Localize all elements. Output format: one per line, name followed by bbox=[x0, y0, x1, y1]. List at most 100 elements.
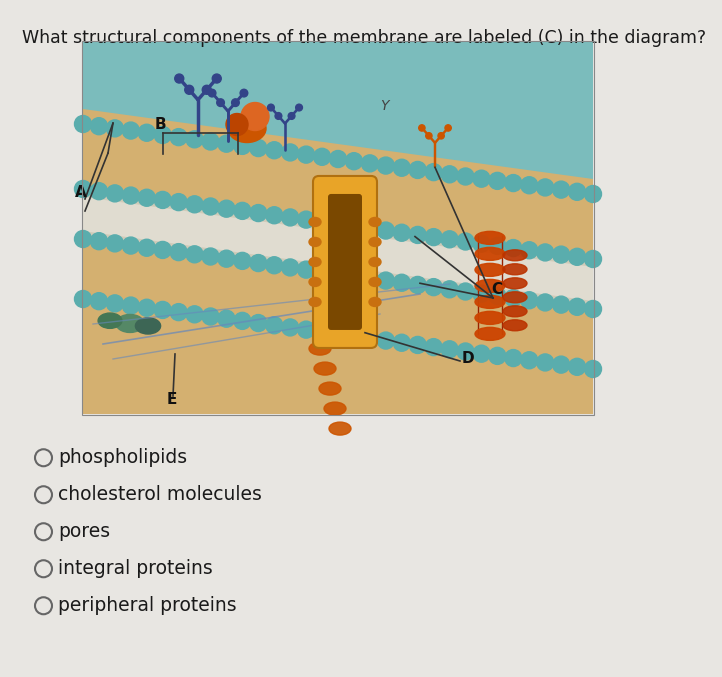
Ellipse shape bbox=[309, 238, 321, 246]
Ellipse shape bbox=[369, 297, 381, 307]
Circle shape bbox=[234, 253, 251, 269]
Circle shape bbox=[473, 285, 490, 302]
Circle shape bbox=[250, 139, 267, 156]
Circle shape bbox=[425, 338, 442, 355]
Circle shape bbox=[296, 104, 303, 111]
Circle shape bbox=[155, 242, 171, 259]
Text: pores: pores bbox=[58, 522, 110, 541]
Text: What structural components of the membrane are labeled (C) in the diagram?: What structural components of the membra… bbox=[22, 29, 706, 47]
Text: E: E bbox=[167, 392, 178, 407]
Circle shape bbox=[585, 360, 601, 378]
Circle shape bbox=[521, 242, 538, 259]
Circle shape bbox=[297, 261, 315, 278]
Ellipse shape bbox=[475, 232, 505, 244]
Circle shape bbox=[282, 259, 299, 276]
Circle shape bbox=[409, 226, 426, 244]
Circle shape bbox=[234, 137, 251, 154]
Circle shape bbox=[138, 299, 155, 316]
Circle shape bbox=[90, 118, 108, 135]
Circle shape bbox=[282, 144, 299, 161]
Circle shape bbox=[202, 308, 219, 325]
Circle shape bbox=[288, 112, 295, 119]
Circle shape bbox=[329, 265, 347, 282]
Circle shape bbox=[568, 358, 586, 375]
Circle shape bbox=[282, 319, 299, 336]
Circle shape bbox=[345, 153, 362, 170]
Circle shape bbox=[250, 315, 267, 332]
Circle shape bbox=[122, 297, 139, 314]
Circle shape bbox=[425, 279, 442, 296]
Ellipse shape bbox=[98, 313, 122, 328]
Circle shape bbox=[202, 198, 219, 215]
Circle shape bbox=[393, 159, 410, 176]
Circle shape bbox=[473, 235, 490, 253]
Ellipse shape bbox=[309, 342, 331, 355]
Circle shape bbox=[329, 215, 347, 232]
Circle shape bbox=[138, 125, 155, 141]
Circle shape bbox=[90, 292, 108, 309]
Circle shape bbox=[536, 179, 554, 196]
Circle shape bbox=[585, 250, 601, 267]
Circle shape bbox=[329, 326, 347, 343]
Ellipse shape bbox=[503, 264, 527, 275]
Circle shape bbox=[234, 202, 251, 219]
Circle shape bbox=[378, 332, 394, 349]
Text: C: C bbox=[491, 282, 502, 297]
Ellipse shape bbox=[503, 306, 527, 317]
Circle shape bbox=[536, 354, 554, 371]
Circle shape bbox=[266, 257, 283, 274]
Ellipse shape bbox=[475, 295, 505, 308]
Circle shape bbox=[489, 173, 506, 190]
Circle shape bbox=[175, 74, 184, 83]
Circle shape bbox=[218, 310, 235, 327]
FancyBboxPatch shape bbox=[313, 176, 377, 348]
Ellipse shape bbox=[309, 257, 321, 267]
Ellipse shape bbox=[309, 217, 321, 227]
Circle shape bbox=[473, 345, 490, 362]
Circle shape bbox=[155, 127, 171, 144]
Circle shape bbox=[457, 283, 474, 300]
Circle shape bbox=[106, 295, 123, 312]
Ellipse shape bbox=[309, 297, 321, 307]
Ellipse shape bbox=[475, 247, 505, 261]
Circle shape bbox=[218, 135, 235, 152]
Ellipse shape bbox=[503, 292, 527, 303]
Ellipse shape bbox=[329, 422, 351, 435]
Ellipse shape bbox=[369, 257, 381, 267]
Circle shape bbox=[505, 175, 522, 192]
Circle shape bbox=[266, 141, 283, 158]
Circle shape bbox=[568, 248, 586, 265]
Circle shape bbox=[106, 120, 123, 137]
Circle shape bbox=[568, 183, 586, 200]
Circle shape bbox=[122, 187, 139, 204]
Text: A: A bbox=[75, 185, 87, 200]
Circle shape bbox=[240, 89, 248, 97]
Circle shape bbox=[362, 270, 378, 287]
Circle shape bbox=[552, 181, 570, 198]
Circle shape bbox=[275, 112, 282, 119]
Circle shape bbox=[106, 235, 123, 252]
Ellipse shape bbox=[475, 311, 505, 324]
Circle shape bbox=[425, 229, 442, 246]
Ellipse shape bbox=[503, 278, 527, 289]
Circle shape bbox=[268, 104, 274, 111]
Circle shape bbox=[212, 74, 221, 83]
Ellipse shape bbox=[228, 114, 266, 143]
Circle shape bbox=[170, 129, 187, 146]
Circle shape bbox=[155, 301, 171, 318]
Circle shape bbox=[218, 200, 235, 217]
Circle shape bbox=[74, 116, 92, 133]
Circle shape bbox=[393, 334, 410, 351]
Circle shape bbox=[185, 85, 193, 94]
Polygon shape bbox=[83, 42, 593, 414]
Circle shape bbox=[378, 222, 394, 239]
Circle shape bbox=[266, 317, 283, 334]
Circle shape bbox=[155, 192, 171, 209]
Circle shape bbox=[186, 306, 203, 323]
Polygon shape bbox=[83, 197, 593, 301]
Polygon shape bbox=[83, 42, 593, 179]
Text: D: D bbox=[462, 351, 474, 366]
Circle shape bbox=[138, 190, 155, 206]
Circle shape bbox=[505, 349, 522, 366]
Text: B: B bbox=[155, 117, 167, 132]
